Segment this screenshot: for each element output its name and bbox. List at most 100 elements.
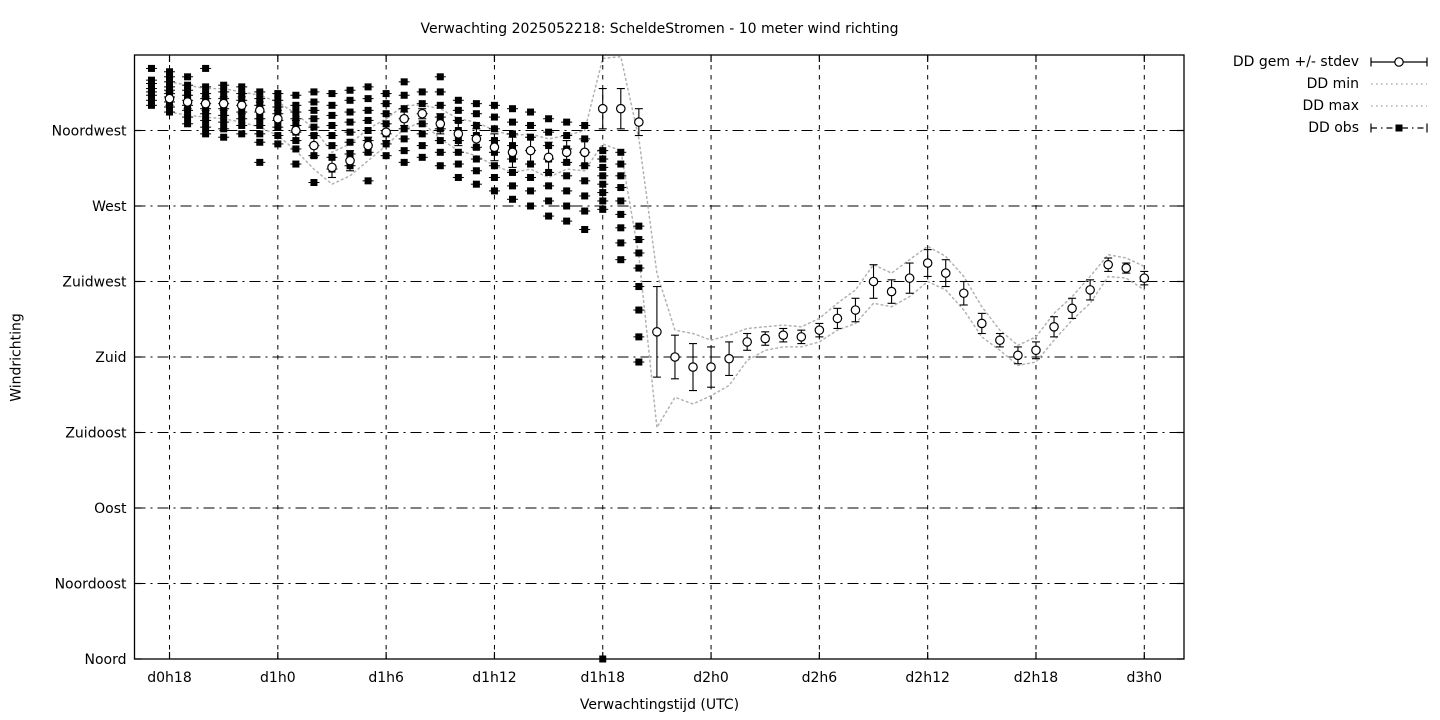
obs-point: [184, 113, 192, 121]
obs-point: [635, 222, 643, 230]
mean-point: [1013, 350, 1023, 361]
mean-point: [525, 145, 536, 156]
mean-point: [291, 125, 301, 136]
x-tick-label: d2h6: [802, 670, 838, 686]
obs-point: [382, 100, 390, 108]
obs-point: [599, 197, 607, 205]
obs-point: [490, 162, 498, 170]
obs-point: [472, 180, 480, 188]
mean-point: [561, 147, 572, 158]
legend-row-gem: DD gem +/- stdev: [1233, 51, 1430, 73]
obs-point: [400, 135, 408, 143]
obs-point: [472, 100, 480, 108]
obs-point: [400, 147, 408, 155]
obs-point: [418, 88, 426, 96]
obs-point: [274, 140, 282, 148]
obs-point: [147, 91, 155, 99]
x-tick-label: d3h0: [1126, 670, 1162, 686]
mean-point: [182, 97, 193, 107]
y-tick-labels: Noord Noordoost Oost Zuidoost Zuid Zuidwest We…: [52, 124, 127, 669]
obs-point: [274, 132, 282, 140]
y-tick-label: Zuidwest: [62, 275, 127, 291]
x-axis-label: Verwachtingstijd (UTC): [579, 697, 740, 713]
obs-point: [508, 182, 516, 190]
obs-point: [166, 108, 174, 116]
x-tick-label: d2h0: [693, 670, 729, 686]
obs-point: [472, 110, 480, 118]
obs-point: [310, 179, 318, 187]
obs-point: [563, 187, 571, 195]
legend-label-min: DD min: [1306, 76, 1359, 92]
obs-point: [617, 184, 625, 192]
mean-point: [507, 147, 518, 158]
obs-point: [274, 90, 282, 98]
obs-point: [166, 78, 174, 86]
obs-point: [202, 90, 210, 98]
mean-point: [309, 140, 319, 151]
legend-label-max: DD max: [1302, 98, 1359, 114]
mean-point: [886, 286, 897, 297]
axis-ticks: [134, 55, 1184, 660]
x-tick-labels: d0h18 d1h0 d1h6 d1h12 d1h18 d2h0 d2h6 d2h12 d2h1…: [147, 670, 1162, 686]
obs-point: [202, 130, 210, 138]
mean-point: [977, 318, 987, 329]
mean-point: [868, 276, 879, 287]
obs-point: [436, 137, 444, 145]
obs-point: [508, 118, 516, 126]
obs-point: [527, 121, 535, 129]
obs-point: [581, 225, 589, 233]
obs-point: [274, 103, 282, 111]
obs-point: [454, 160, 462, 168]
obs-point: [527, 173, 535, 181]
mean-point: [850, 305, 861, 315]
obs-point: [436, 88, 444, 96]
obs-point: [346, 96, 354, 104]
x-tick-label: d1h6: [368, 670, 404, 686]
obs-point: [472, 167, 480, 175]
mean-point: [724, 353, 734, 364]
mean-point: [164, 93, 175, 104]
obs-point: [527, 202, 535, 210]
obs-point: [328, 121, 336, 129]
obs-point: [220, 125, 228, 133]
obs-point: [436, 162, 444, 170]
obs-point: [202, 123, 210, 131]
dotted-line-icon: [1371, 105, 1427, 107]
obs-point: [328, 101, 336, 109]
obs-point: [418, 120, 426, 128]
obs-point: [563, 132, 571, 140]
obs-point: [617, 239, 625, 247]
obs-point: [563, 172, 571, 180]
obs-point: [418, 153, 426, 161]
x-tick-label: d0h18: [147, 670, 191, 686]
obs-point: [490, 173, 498, 181]
obs-point: [599, 172, 607, 180]
obs-point: [418, 130, 426, 138]
obs-point: [184, 86, 192, 94]
obs-point: [581, 135, 589, 143]
obs-point: [617, 224, 625, 232]
obs-point: [418, 100, 426, 108]
legend-label-obs: DD obs: [1308, 120, 1359, 136]
obs-point: [617, 172, 625, 180]
mean-point: [399, 113, 409, 124]
legend-row-obs: DD obs: [1233, 117, 1430, 139]
obs-point: [599, 205, 607, 213]
legend-row-max: DD max: [1233, 95, 1430, 117]
mean-point: [995, 335, 1005, 346]
obs-point: [635, 358, 643, 366]
x-tick-label: d2h18: [1014, 670, 1058, 686]
obs-point: [617, 256, 625, 264]
obs-point: [292, 145, 300, 153]
obs-point: [184, 120, 192, 128]
obs-point: [364, 83, 372, 91]
obs-point: [508, 105, 516, 113]
obs-point: [364, 116, 372, 124]
obs-point: [635, 249, 643, 257]
mean-point: [1067, 303, 1077, 314]
chart-title: Verwachting 2025052218: ScheldeStromen -…: [420, 21, 899, 37]
obs-point: [545, 197, 553, 205]
obs-point: [274, 96, 282, 104]
obs-point: [147, 101, 155, 109]
x-tick-label: d1h18: [581, 670, 625, 686]
